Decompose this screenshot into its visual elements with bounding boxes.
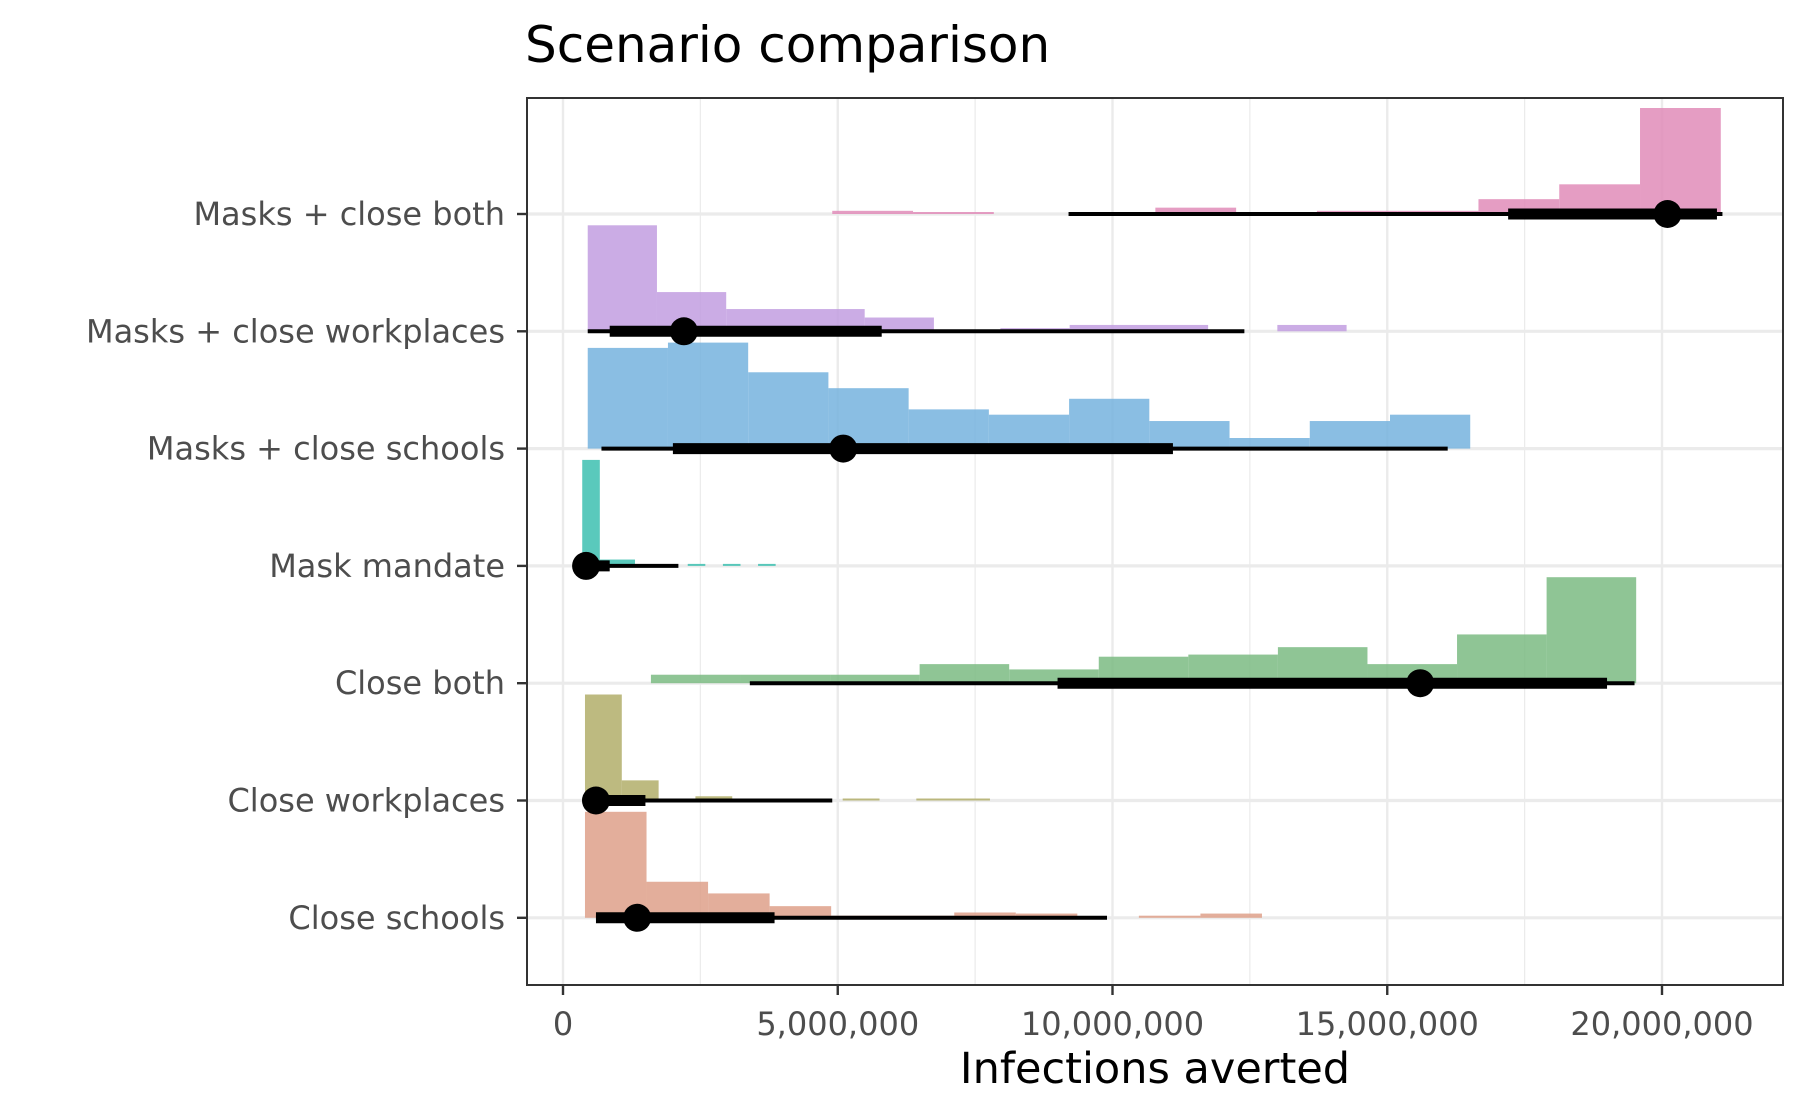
chart-title: Scenario comparison — [525, 16, 1050, 74]
histogram-layer — [582, 108, 1721, 918]
histogram-3 — [587, 342, 1471, 449]
histogram-bar — [916, 798, 990, 801]
point-estimate — [1653, 200, 1682, 228]
histogram-2 — [587, 225, 1347, 332]
histogram-bar — [864, 317, 934, 332]
point-estimate — [623, 903, 652, 932]
point-estimate — [669, 317, 698, 346]
category-label: Close both — [335, 664, 505, 702]
histogram-bar — [1546, 577, 1637, 684]
point-estimate — [829, 434, 858, 463]
histogram-bar — [582, 459, 600, 566]
category-label: Close workplaces — [227, 782, 505, 820]
histogram-bar — [584, 694, 622, 801]
histogram-bar — [1640, 108, 1721, 214]
histogram-bar — [667, 342, 749, 449]
histogram-bar — [1277, 647, 1368, 684]
histogram-1 — [832, 108, 1721, 214]
histogram-bar — [1015, 913, 1078, 918]
histogram-bar — [722, 563, 741, 566]
histogram-bar — [1069, 324, 1209, 332]
histogram-bar — [650, 674, 741, 684]
histogram-bar — [1138, 915, 1201, 918]
category-label: Masks + close both — [193, 195, 505, 233]
histogram-6 — [584, 694, 990, 801]
x-tick-label: 5,000,000 — [756, 1005, 919, 1043]
histogram-bar — [769, 906, 832, 918]
interval-layer — [572, 200, 1723, 932]
histogram-bar — [1155, 207, 1237, 214]
histogram-bar — [832, 210, 914, 214]
grid-layer — [527, 98, 1783, 985]
x-axis-title: Infections averted — [960, 1044, 1350, 1094]
histogram-bar — [726, 309, 865, 332]
histogram-bar — [687, 563, 706, 566]
histogram-bar — [587, 347, 668, 449]
point-estimate — [1406, 669, 1435, 698]
histogram-bar — [1229, 438, 1310, 449]
category-label: Close schools — [288, 899, 505, 937]
histogram-bar — [584, 811, 647, 918]
point-estimate — [581, 786, 610, 815]
x-tick-label: 20,000,000 — [1570, 1005, 1753, 1043]
panel-border — [526, 97, 1784, 986]
histogram-bar — [599, 559, 635, 566]
histogram-bar — [646, 881, 709, 918]
histogram-bar — [695, 796, 733, 801]
histogram-bar — [1069, 398, 1150, 449]
histogram-bar — [748, 372, 829, 449]
histogram-bar — [1200, 913, 1262, 918]
histogram-bar — [1277, 324, 1347, 332]
category-label: Mask mandate — [269, 547, 505, 585]
histogram-bar — [913, 212, 994, 214]
histogram-bar — [758, 563, 776, 566]
x-tick-label: 15,000,000 — [1296, 1005, 1479, 1043]
histogram-4 — [582, 459, 776, 566]
x-tick-label: 0 — [553, 1005, 573, 1043]
histogram-bar — [1457, 634, 1547, 684]
histogram-7 — [584, 811, 1262, 918]
histogram-bar — [842, 798, 880, 801]
histogram-bar — [1309, 421, 1390, 449]
histogram-bar — [954, 912, 1016, 918]
category-label: Masks + close workplaces — [86, 312, 505, 350]
histogram-bar — [1389, 414, 1471, 449]
histogram-bar — [740, 674, 831, 684]
category-label: Masks + close schools — [147, 430, 505, 468]
histogram-bar — [908, 409, 989, 449]
histogram-bar — [919, 664, 1010, 684]
histogram-bar — [830, 674, 920, 684]
histogram-5 — [650, 577, 1637, 684]
point-estimate — [572, 551, 601, 580]
histogram-bar — [988, 414, 1070, 449]
x-tick-label: 10,000,000 — [1021, 1005, 1204, 1043]
axis-layer: Masks + close both Masks + close workplac… — [86, 195, 1754, 1043]
histogram-bar — [587, 225, 657, 332]
